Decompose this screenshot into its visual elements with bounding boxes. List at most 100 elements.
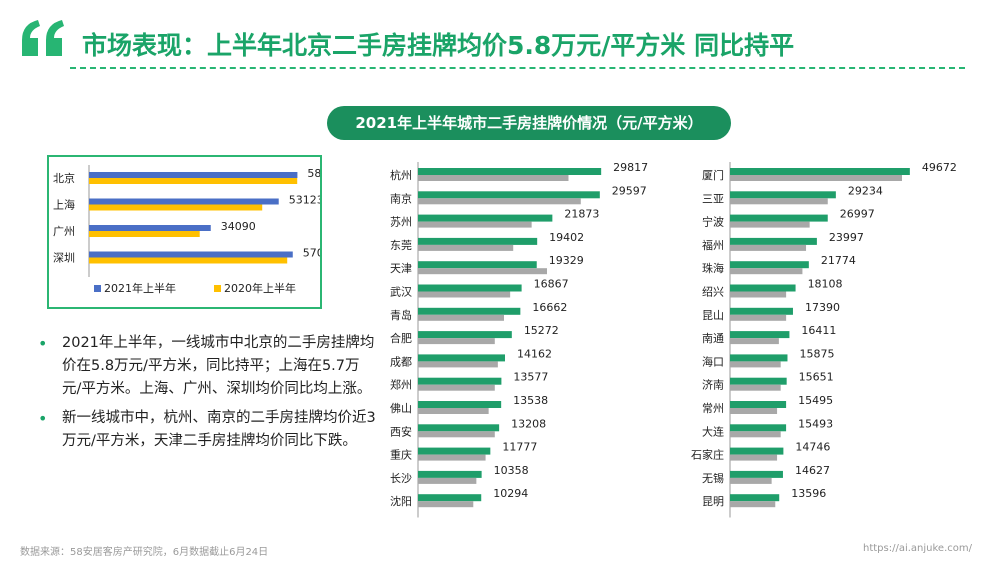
data-label: 26997 [840,208,875,221]
data-label: 15651 [799,371,834,384]
category-label: 三亚 [702,192,724,205]
category-label: 无锡 [702,471,724,485]
legend-swatch [214,285,221,292]
bar [730,408,778,414]
bar [418,401,502,408]
data-label: 11777 [502,441,537,454]
bar [418,361,498,368]
bar [418,191,600,199]
bar [418,214,553,222]
title-divider [70,67,965,69]
data-label: 15495 [798,394,833,407]
bar [730,384,781,391]
category-label: 成都 [390,355,412,368]
bar [730,237,817,245]
bar [418,470,482,478]
data-label: 17390 [805,301,840,314]
bar [730,307,793,315]
category-label: 厦门 [702,168,724,182]
new-first-tier-chart: 杭州 29817 南京 29597 苏州 21873 东莞 19402 天津 19329 武汉 168… [390,161,648,518]
category-label: 长沙 [390,472,412,485]
bar [418,408,489,414]
bar [730,291,787,298]
bar [418,284,522,292]
chart-banner: 2021年上半年城市二手房挂牌价情况（元/平方米） [327,106,731,140]
data-label: 13208 [511,417,546,430]
category-label: 重庆 [390,448,412,462]
bullet-item: • 新一线城市中，杭州、南京的二手房挂牌均价近3万元/平方米，天津二手房挂牌均价… [38,407,378,453]
bar [730,261,809,269]
bar [418,268,547,275]
bar [730,431,781,438]
bar [730,338,779,345]
bar [730,424,787,432]
bullet-dot-icon: • [38,409,48,428]
category-label: 珠海 [702,261,724,275]
bar [418,221,532,228]
legend-label: 2020年上半年 [224,281,296,295]
bar [418,477,477,484]
bar [89,251,293,258]
category-label: 常州 [702,402,724,415]
category-label: 北京 [53,171,75,185]
bar [730,244,807,251]
bar [730,494,780,502]
category-label: 郑州 [390,378,412,392]
data-label: 23997 [829,231,864,244]
data-label: 18108 [808,278,843,291]
data-label: 16411 [801,324,836,337]
bar [730,214,828,222]
category-label: 西安 [390,424,412,438]
bar [730,268,803,275]
bar [418,291,511,298]
data-label: 57055 [303,247,320,260]
data-source-note: 数据来源：58安居客房产研究院，6月数据截止6月24日 [20,547,269,558]
bar [418,431,495,438]
category-label: 南通 [702,332,724,345]
data-label: 13596 [791,487,826,500]
bar [418,198,581,205]
bar [418,501,474,508]
bar [730,501,776,508]
data-label: 15493 [798,417,833,430]
bar [730,198,828,205]
category-label: 东莞 [390,239,412,252]
bar [730,477,772,484]
data-label: 34090 [221,220,256,233]
category-label: 天津 [390,262,412,275]
category-label: 大连 [702,424,724,438]
category-label: 南京 [390,191,412,205]
first-tier-chart-box: 北京 58355 上海 53123 广州 34090 深圳 57055 2021年上半年 2020… [47,155,322,309]
bar [418,494,482,502]
bar [89,198,279,205]
bar [730,168,910,175]
data-label: 19329 [549,254,584,267]
category-label: 青岛 [390,308,412,322]
category-label: 苏州 [390,216,412,229]
category-label: 宁波 [702,215,724,229]
bar [730,314,787,321]
data-label: 15875 [799,347,834,360]
bar [730,175,902,181]
data-label: 14627 [795,464,830,477]
source-url[interactable]: https://ai.anjuke.com/ [862,543,972,554]
page-title: 市场表现：上半年北京二手房挂牌均价5.8万元/平方米 同比持平 [82,31,795,60]
bar [89,178,298,184]
bar [418,314,504,321]
bar [418,237,538,245]
data-label: 29817 [613,161,648,174]
data-label: 15272 [524,324,559,337]
data-label: 13577 [513,371,548,384]
category-label: 昆山 [702,309,724,322]
bar [89,225,211,231]
data-label: 58355 [307,167,320,180]
first-tier-chart: 北京 58355 上海 53123 广州 34090 深圳 57055 2021年上半年 2020… [53,165,320,295]
legend-swatch [94,285,101,292]
data-label: 13538 [513,394,548,407]
legend-label: 2021年上半年 [104,281,176,295]
bullet-text: 新一线城市中，杭州、南京的二手房挂牌均价近3万元/平方米，天津二手房挂牌均价同比… [62,410,376,449]
category-label: 绍兴 [702,285,724,299]
bullet-item: • 2021年上半年，一线城市中北京的二手房挂牌均价在5.8万元/平方米，同比持… [38,332,378,401]
bar [418,175,569,181]
bar [730,331,790,339]
